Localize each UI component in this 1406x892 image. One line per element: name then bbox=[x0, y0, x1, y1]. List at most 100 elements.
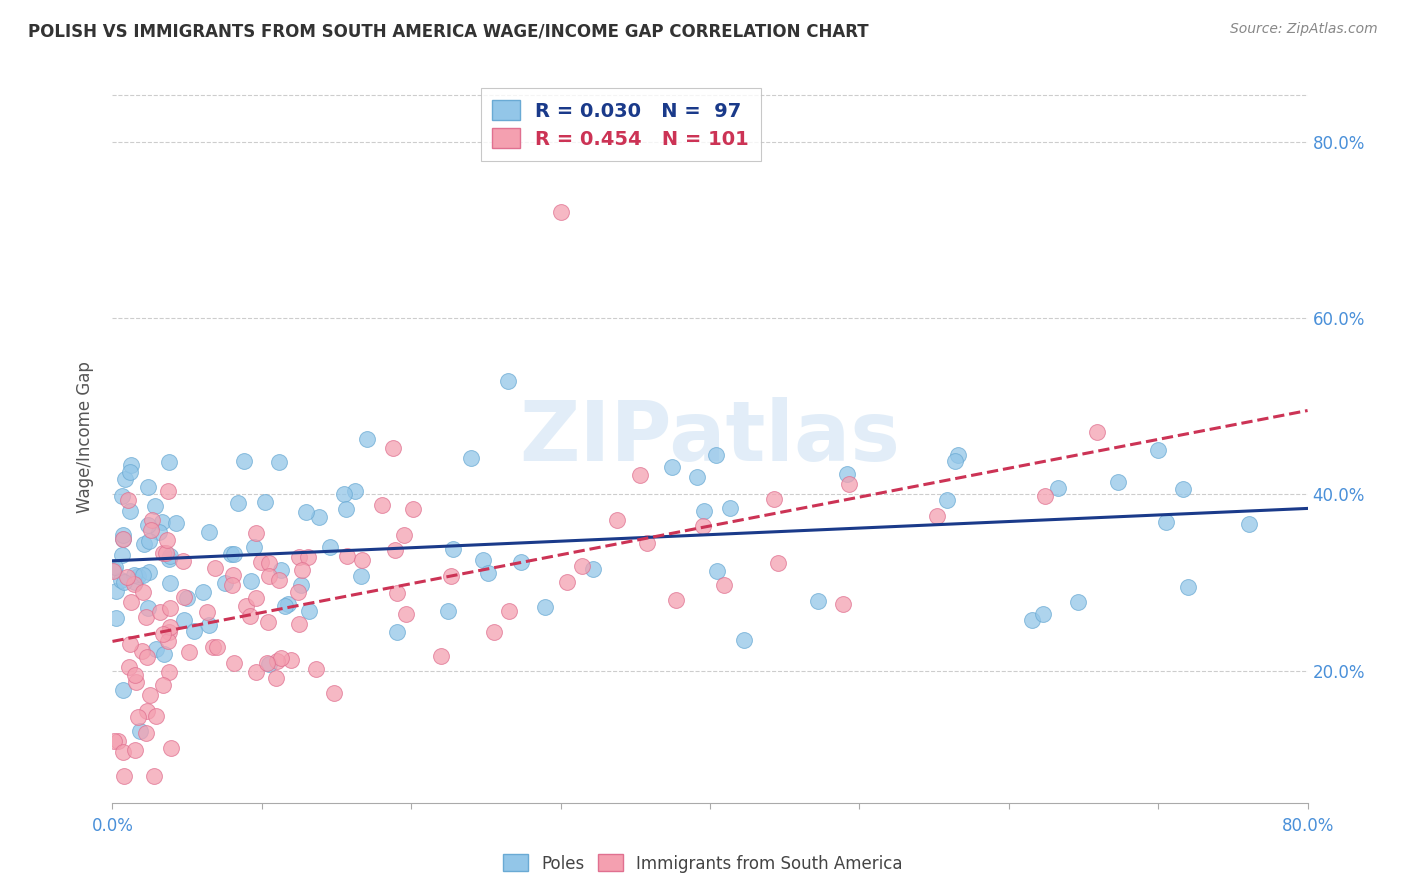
Point bbox=[257, 657, 280, 671]
Point bbox=[371, 498, 394, 512]
Point bbox=[482, 625, 505, 640]
Point bbox=[382, 441, 405, 455]
Point bbox=[460, 450, 482, 465]
Point bbox=[107, 733, 129, 747]
Point bbox=[125, 675, 148, 690]
Point bbox=[266, 654, 288, 668]
Point bbox=[693, 504, 716, 518]
Point bbox=[152, 546, 174, 560]
Point bbox=[1177, 580, 1199, 594]
Point bbox=[152, 678, 174, 692]
Point bbox=[718, 501, 741, 516]
Point bbox=[172, 554, 194, 568]
Text: ZIPatlas: ZIPatlas bbox=[520, 397, 900, 477]
Point bbox=[112, 528, 135, 542]
Point bbox=[176, 591, 198, 606]
Point bbox=[135, 649, 157, 664]
Point bbox=[498, 604, 520, 618]
Point bbox=[496, 374, 519, 388]
Point bbox=[139, 688, 162, 702]
Point bbox=[136, 479, 159, 493]
Point bbox=[245, 665, 267, 680]
Point bbox=[943, 453, 966, 467]
Point bbox=[152, 627, 174, 641]
Point bbox=[195, 605, 218, 619]
Point bbox=[245, 526, 267, 541]
Point bbox=[280, 653, 302, 667]
Point bbox=[104, 584, 127, 599]
Point bbox=[343, 483, 366, 498]
Point bbox=[298, 604, 321, 618]
Point bbox=[139, 523, 162, 537]
Point bbox=[1021, 613, 1043, 627]
Point bbox=[392, 527, 415, 541]
Point bbox=[191, 585, 214, 599]
Point bbox=[1107, 475, 1129, 490]
Point bbox=[509, 556, 531, 570]
Point bbox=[733, 633, 755, 648]
Point bbox=[295, 505, 318, 519]
Point bbox=[257, 569, 280, 583]
Point bbox=[555, 574, 578, 589]
Point bbox=[224, 656, 246, 670]
Point bbox=[159, 625, 181, 640]
Point bbox=[766, 557, 789, 571]
Point bbox=[114, 472, 136, 486]
Point bbox=[141, 513, 163, 527]
Point bbox=[1237, 517, 1260, 532]
Point bbox=[221, 578, 243, 592]
Point bbox=[1154, 516, 1177, 530]
Point bbox=[287, 585, 309, 599]
Point bbox=[333, 487, 356, 501]
Point bbox=[159, 620, 181, 634]
Point bbox=[534, 599, 557, 614]
Point bbox=[239, 609, 262, 624]
Point bbox=[550, 205, 572, 219]
Legend: Poles, Immigrants from South America: Poles, Immigrants from South America bbox=[496, 847, 910, 880]
Point bbox=[105, 611, 128, 625]
Point bbox=[1047, 482, 1070, 496]
Point bbox=[124, 574, 146, 589]
Point bbox=[118, 465, 141, 479]
Point bbox=[287, 550, 309, 565]
Y-axis label: Wage/Income Gap: Wage/Income Gap bbox=[76, 361, 94, 513]
Point bbox=[155, 546, 177, 560]
Point bbox=[288, 616, 311, 631]
Point bbox=[222, 568, 245, 582]
Point bbox=[762, 492, 785, 507]
Point bbox=[128, 724, 150, 739]
Point bbox=[686, 469, 709, 483]
Point bbox=[350, 552, 373, 566]
Point bbox=[385, 586, 408, 600]
Point bbox=[436, 604, 458, 618]
Point bbox=[157, 455, 180, 469]
Point bbox=[117, 493, 139, 508]
Point bbox=[124, 668, 146, 682]
Point bbox=[143, 499, 166, 513]
Text: Source: ZipAtlas.com: Source: ZipAtlas.com bbox=[1230, 22, 1378, 37]
Legend: R = 0.030   N =  97, R = 0.454   N = 101: R = 0.030 N = 97, R = 0.454 N = 101 bbox=[481, 88, 761, 161]
Point bbox=[1067, 595, 1090, 609]
Point bbox=[157, 552, 180, 566]
Point bbox=[713, 578, 735, 592]
Point bbox=[267, 573, 290, 587]
Point bbox=[305, 662, 328, 676]
Point bbox=[135, 726, 157, 740]
Point bbox=[159, 741, 181, 756]
Point bbox=[395, 607, 418, 622]
Point bbox=[257, 557, 280, 571]
Point bbox=[706, 564, 728, 578]
Point bbox=[385, 624, 408, 639]
Point bbox=[159, 576, 181, 591]
Point bbox=[335, 502, 357, 516]
Point bbox=[201, 640, 224, 654]
Point bbox=[183, 624, 205, 638]
Text: POLISH VS IMMIGRANTS FROM SOUTH AMERICA WAGE/INCOME GAP CORRELATION CHART: POLISH VS IMMIGRANTS FROM SOUTH AMERICA … bbox=[28, 22, 869, 40]
Point bbox=[131, 644, 153, 658]
Point bbox=[148, 525, 170, 540]
Point bbox=[110, 573, 132, 587]
Point bbox=[628, 468, 651, 483]
Point bbox=[946, 448, 969, 462]
Point bbox=[245, 591, 267, 606]
Point bbox=[112, 745, 135, 759]
